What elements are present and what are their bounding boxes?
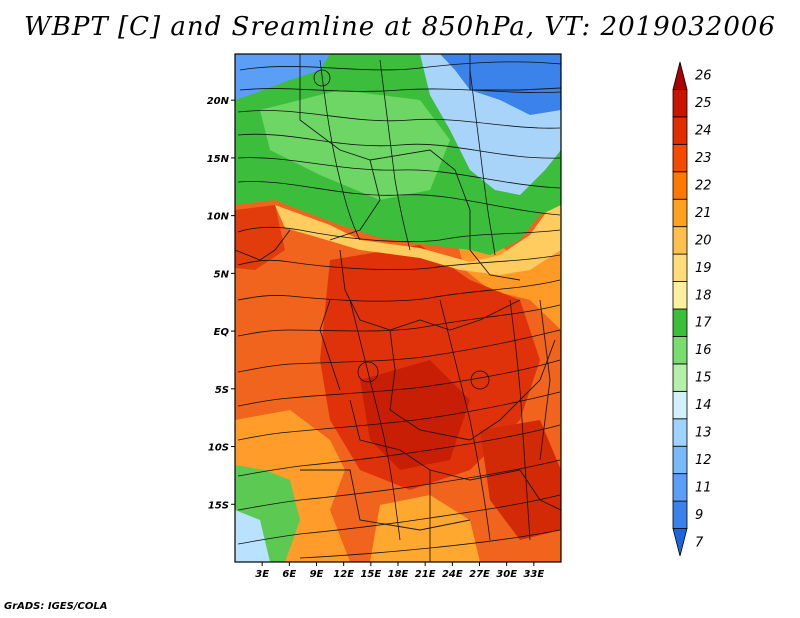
lon-tick-label: 24E: [442, 569, 463, 580]
colorbar-label: 20: [695, 233, 712, 248]
lat-tick-label: EQ: [214, 327, 230, 338]
map-panel: [235, 54, 561, 562]
colorbar-label: 15: [695, 371, 712, 386]
lon-tick-label: 18E: [388, 569, 409, 580]
wbpt-region-east-warm: [455, 235, 561, 330]
colorbar-label: 7: [695, 535, 704, 550]
lon-tick-label: 33E: [523, 569, 544, 580]
colorbar-bin: [672, 89, 688, 118]
wbpt-region-northwest-cool: [235, 54, 330, 100]
colorbar-bin: [672, 61, 688, 90]
colorbar-label: 23: [695, 151, 712, 166]
colorbar-bin: [672, 308, 688, 337]
colorbar-bin: [672, 143, 688, 173]
footer-credit: GrADS: IGES/COLA: [4, 601, 108, 612]
longitude-axis: 3E 6E 9E 12E 15E 18E 21E 24E 27E 30E 33E: [255, 562, 544, 580]
colorbar-label: 11: [695, 480, 712, 495]
lon-tick-label: 3E: [255, 569, 269, 580]
lon-tick-label: 21E: [415, 569, 436, 580]
colorbar-label: 17: [695, 316, 712, 331]
streamlines: [237, 59, 561, 559]
colorbar-label: 12: [695, 453, 712, 468]
colorbar-bin: [672, 281, 688, 310]
lat-tick-label: 15N: [207, 154, 230, 165]
lon-tick-label: 9E: [310, 569, 324, 580]
lon-tick-label: 30E: [496, 569, 517, 580]
lon-tick-label: 15E: [360, 569, 381, 580]
colorbar-label: 19: [695, 261, 712, 276]
wbpt-region-hot-core-center: [360, 360, 470, 470]
colorbar-bin: [672, 390, 688, 420]
colorbar-bin: [672, 336, 688, 365]
colorbar: 7 9 11 12 13 14 15 16 17 18 19 20 21 22 23 24 25 26: [672, 61, 712, 557]
colorbar-label: 16: [695, 343, 712, 358]
latitude-axis: 20N 15N 10N 5N EQ 5S 10S 15S: [207, 96, 235, 511]
colorbar-label: 21: [695, 206, 712, 221]
colorbar-bin: [672, 198, 688, 228]
lat-tick-label: 5S: [215, 385, 229, 396]
colorbar-bin: [672, 473, 688, 502]
lon-tick-label: 12E: [333, 569, 354, 580]
colorbar-label: 26: [695, 69, 712, 84]
colorbar-bin: [672, 445, 688, 475]
chart-title: WBPT [C] and Sreamline at 850hPa, VT: 20…: [24, 12, 776, 42]
colorbar-bin: [672, 500, 688, 529]
colorbar-label: 18: [695, 288, 712, 303]
lat-tick-label: 10N: [207, 212, 230, 223]
lat-tick-label: 5N: [214, 269, 230, 280]
colorbar-bin: [672, 363, 688, 392]
colorbar-bin: [672, 226, 688, 255]
colorbar-bin: [672, 171, 688, 200]
colorbar-label: 25: [695, 96, 712, 111]
colorbar-label: 9: [695, 508, 703, 523]
wbpt-region-sahel-yellow: [275, 200, 561, 275]
lat-tick-label: 10S: [208, 443, 229, 454]
wbpt-region-west-hot: [235, 205, 285, 270]
colorbar-bin: [672, 418, 688, 447]
lat-tick-label: 15S: [208, 500, 229, 511]
wbpt-region-southwest-cool: [235, 510, 270, 562]
colorbar-label: 22: [695, 179, 712, 194]
colorbar-label: 14: [695, 398, 712, 413]
colorbar-bin: [672, 528, 688, 557]
colorbar-bin: [672, 253, 688, 282]
country-boundaries: [235, 54, 561, 562]
colorbar-label: 13: [695, 426, 712, 441]
lon-tick-label: 27E: [469, 569, 490, 580]
lon-tick-label: 6E: [282, 569, 296, 580]
wbpt-region-southeast-hot: [480, 420, 561, 540]
lat-tick-label: 20N: [207, 96, 230, 107]
colorbar-label: 24: [695, 124, 712, 139]
colorbar-bin: [672, 116, 688, 145]
